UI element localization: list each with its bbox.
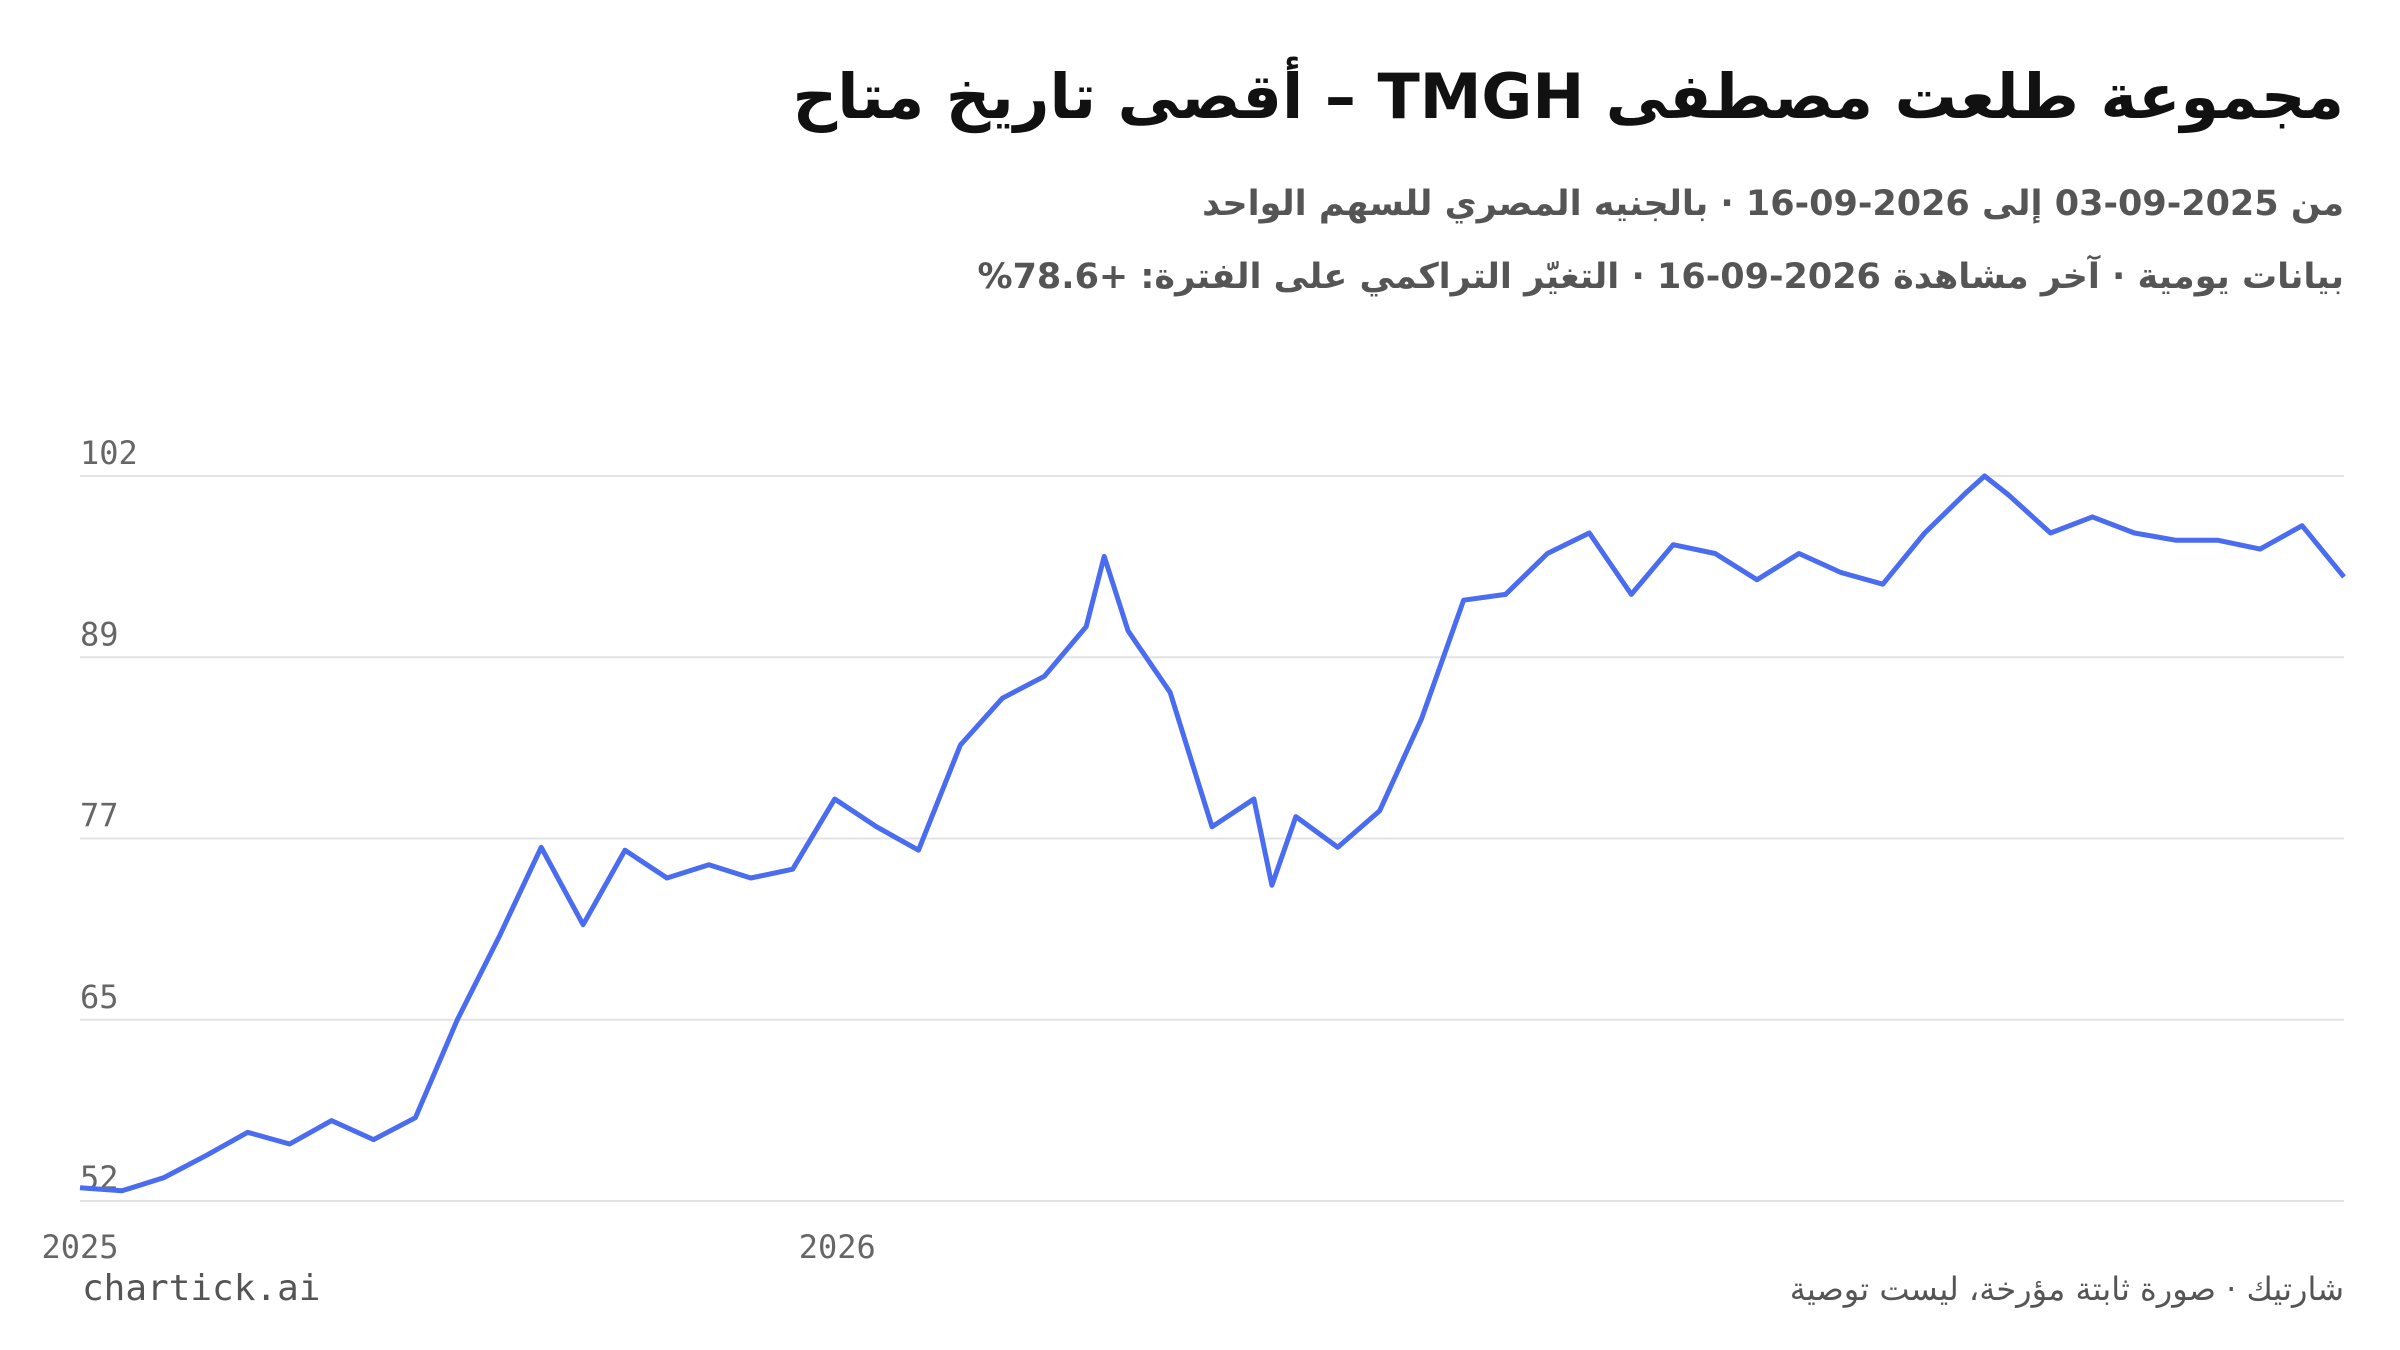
source-left: chartick.ai	[82, 1268, 320, 1309]
y-tick-label: 65	[80, 978, 119, 1016]
x-tick-label: 2025	[41, 1228, 118, 1266]
source-right: شارتيك · صورة ثابتة مؤرخة، ليست توصية	[1790, 1270, 2344, 1308]
chart-subtitle: من 2025-09-03 إلى 2026-09-16 · بالجنيه ا…	[1202, 184, 2344, 224]
x-tick-label: 2026	[799, 1228, 876, 1266]
y-tick-label: 77	[80, 797, 119, 835]
price-line	[79, 473, 2346, 1194]
chart-title: مجموعة طلعت مصطفى TMGH – أقصى تاريخ متاح	[793, 56, 2344, 133]
y-tick-label: 89	[80, 615, 119, 653]
y-tick-label: 102	[80, 434, 138, 472]
chart-subtitle: بيانات يومية · آخر مشاهدة 2026-09-16 · ا…	[977, 254, 2344, 297]
